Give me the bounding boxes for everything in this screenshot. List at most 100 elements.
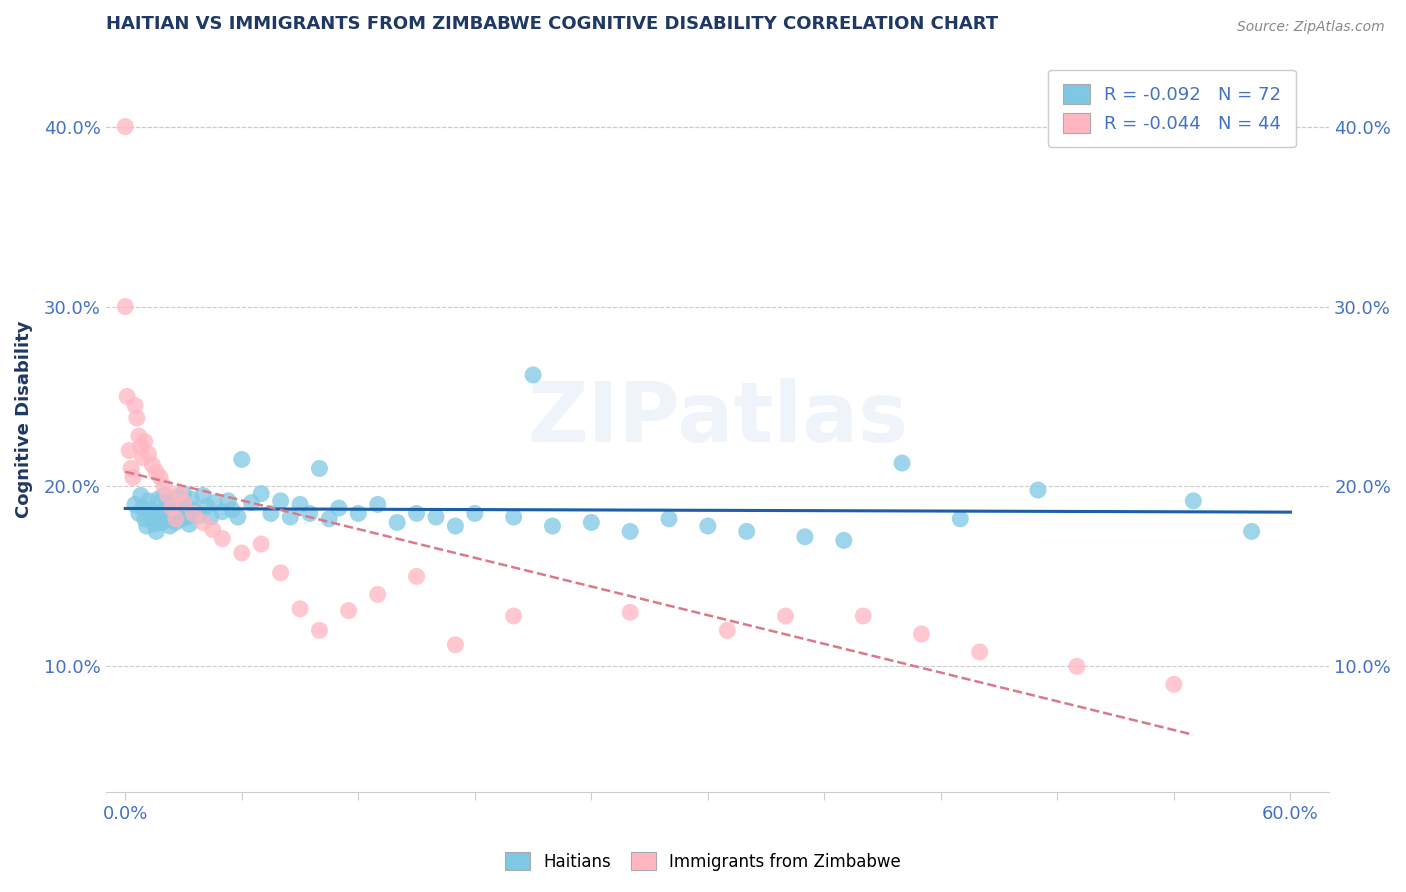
Point <box>122 470 145 484</box>
Point <box>1066 659 1088 673</box>
Point <box>135 519 157 533</box>
Point <box>124 498 146 512</box>
Point <box>502 510 524 524</box>
Point <box>166 490 188 504</box>
Point <box>226 510 249 524</box>
Point <box>139 503 162 517</box>
Point <box>159 519 181 533</box>
Point <box>250 537 273 551</box>
Point <box>160 495 183 509</box>
Point <box>444 519 467 533</box>
Point <box>170 512 193 526</box>
Point <box>231 546 253 560</box>
Point <box>191 516 214 530</box>
Point <box>156 488 179 502</box>
Point <box>211 505 233 519</box>
Point <box>328 501 350 516</box>
Point <box>385 516 408 530</box>
Point <box>367 498 389 512</box>
Point <box>200 510 222 524</box>
Point <box>405 569 427 583</box>
Point <box>124 399 146 413</box>
Point <box>153 479 176 493</box>
Point <box>179 517 201 532</box>
Point <box>1163 677 1185 691</box>
Point <box>278 510 301 524</box>
Point <box>337 604 360 618</box>
Point <box>128 507 150 521</box>
Point <box>221 503 243 517</box>
Point <box>367 587 389 601</box>
Point <box>949 512 972 526</box>
Text: HAITIAN VS IMMIGRANTS FROM ZIMBABWE COGNITIVE DISABILITY CORRELATION CHART: HAITIAN VS IMMIGRANTS FROM ZIMBABWE COGN… <box>105 15 998 33</box>
Point <box>1026 483 1049 497</box>
Text: Source: ZipAtlas.com: Source: ZipAtlas.com <box>1237 20 1385 34</box>
Point <box>204 495 226 509</box>
Y-axis label: Cognitive Disability: Cognitive Disability <box>15 320 32 517</box>
Point <box>145 524 167 539</box>
Point <box>134 512 156 526</box>
Point <box>464 507 486 521</box>
Point <box>891 456 914 470</box>
Point <box>832 533 855 548</box>
Point <box>173 486 195 500</box>
Point <box>270 566 292 580</box>
Point <box>735 524 758 539</box>
Point <box>619 606 641 620</box>
Point <box>134 434 156 449</box>
Point <box>405 507 427 521</box>
Legend: Haitians, Immigrants from Zimbabwe: Haitians, Immigrants from Zimbabwe <box>496 844 910 880</box>
Point <box>298 507 321 521</box>
Point <box>188 508 211 523</box>
Point <box>308 461 330 475</box>
Point <box>129 440 152 454</box>
Point <box>141 510 163 524</box>
Point <box>775 609 797 624</box>
Point <box>114 300 136 314</box>
Point <box>165 516 187 530</box>
Point <box>180 491 202 506</box>
Point <box>165 512 187 526</box>
Point <box>250 486 273 500</box>
Point <box>217 493 239 508</box>
Point <box>120 461 142 475</box>
Point <box>347 507 370 521</box>
Point <box>794 530 817 544</box>
Legend: R = -0.092   N = 72, R = -0.044   N = 44: R = -0.092 N = 72, R = -0.044 N = 44 <box>1049 70 1296 147</box>
Point <box>852 609 875 624</box>
Point <box>288 498 311 512</box>
Point <box>910 627 932 641</box>
Point <box>145 465 167 479</box>
Point <box>260 507 283 521</box>
Point <box>658 512 681 526</box>
Point <box>581 516 603 530</box>
Point <box>1182 493 1205 508</box>
Text: ZIPatlas: ZIPatlas <box>527 378 908 459</box>
Point <box>231 452 253 467</box>
Point <box>138 493 160 508</box>
Point <box>696 519 718 533</box>
Point <box>181 503 204 517</box>
Point <box>141 458 163 472</box>
Point <box>1240 524 1263 539</box>
Point <box>128 429 150 443</box>
Point <box>541 519 564 533</box>
Point <box>191 488 214 502</box>
Point <box>969 645 991 659</box>
Point <box>308 624 330 638</box>
Point <box>181 507 204 521</box>
Point <box>149 470 172 484</box>
Point <box>444 638 467 652</box>
Point <box>160 501 183 516</box>
Point <box>118 443 141 458</box>
Point <box>211 532 233 546</box>
Point <box>522 368 544 382</box>
Point <box>149 505 172 519</box>
Point <box>153 488 176 502</box>
Point <box>150 516 173 530</box>
Point <box>169 503 191 517</box>
Point <box>156 512 179 526</box>
Point <box>143 517 166 532</box>
Point <box>163 507 186 521</box>
Point <box>115 389 138 403</box>
